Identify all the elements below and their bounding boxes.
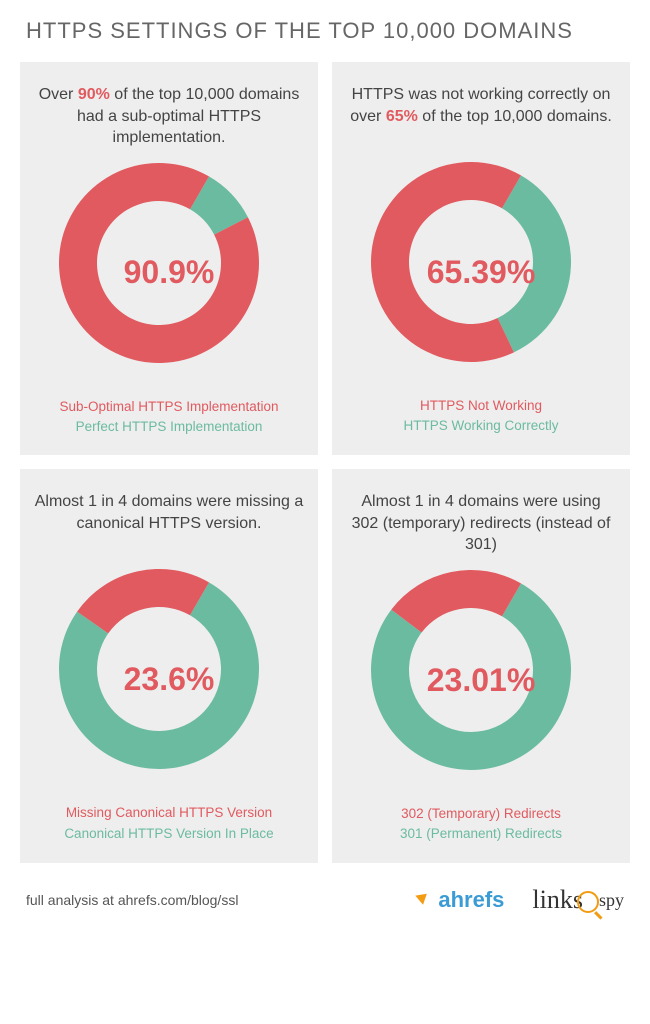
legend: Missing Canonical HTTPS Version Canonica…	[64, 803, 273, 844]
ahrefs-logo: ahrefs	[416, 887, 504, 913]
legend-primary: HTTPS Not Working	[403, 396, 558, 416]
linksspy-sub: spy	[599, 890, 624, 910]
magnifier-icon	[577, 891, 599, 913]
desc-highlight: 90%	[78, 86, 110, 103]
panel-redirects: Almost 1 in 4 domains were using 302 (te…	[332, 469, 630, 862]
legend: HTTPS Not Working HTTPS Working Correctl…	[403, 396, 558, 437]
desc-post: of the top 10,000 domains.	[418, 108, 612, 125]
linksspy-logo: links spy	[532, 885, 624, 915]
footer-text: full analysis at ahrefs.com/blog/ssl	[26, 892, 238, 908]
cursor-icon	[416, 889, 432, 911]
panel-desc: Almost 1 in 4 domains were using 302 (te…	[346, 491, 616, 556]
donut-chart: 90.9%	[59, 163, 279, 383]
donut-chart: 65.39%	[371, 162, 591, 382]
panel-canonical: Almost 1 in 4 domains were missing a can…	[20, 469, 318, 862]
linksspy-main: links	[532, 885, 583, 914]
donut-chart: 23.01%	[371, 570, 591, 790]
legend-primary: 302 (Temporary) Redirects	[400, 804, 562, 824]
donut-center-value: 90.9%	[59, 163, 279, 383]
legend-primary: Missing Canonical HTTPS Version	[64, 803, 273, 823]
desc-post: of the top 10,000 domains had a sub-opti…	[77, 86, 299, 146]
legend-primary: Sub-Optimal HTTPS Implementation	[59, 397, 278, 417]
donut-chart: 23.6%	[59, 569, 279, 789]
legend-secondary: 301 (Permanent) Redirects	[400, 824, 562, 844]
footer-logos: ahrefs links spy	[416, 885, 624, 915]
desc-pre: Almost 1 in 4 domains were missing a can…	[35, 493, 304, 532]
donut-center-value: 65.39%	[371, 162, 591, 382]
donut-center-value: 23.01%	[371, 570, 591, 790]
legend-secondary: Canonical HTTPS Version In Place	[64, 824, 273, 844]
desc-pre: Over	[39, 86, 78, 103]
legend: 302 (Temporary) Redirects 301 (Permanent…	[400, 804, 562, 845]
panel-grid: Over 90% of the top 10,000 domains had a…	[20, 62, 630, 863]
panel-notworking: HTTPS was not working correctly on over …	[332, 62, 630, 455]
panel-suboptimal: Over 90% of the top 10,000 domains had a…	[20, 62, 318, 455]
panel-desc: HTTPS was not working correctly on over …	[346, 84, 616, 148]
legend: Sub-Optimal HTTPS Implementation Perfect…	[59, 397, 278, 438]
desc-pre: Almost 1 in 4 domains were using 302 (te…	[352, 493, 611, 553]
page-title: HTTPS SETTINGS OF THE TOP 10,000 DOMAINS	[26, 18, 630, 44]
ahrefs-logo-text: ahrefs	[438, 887, 504, 913]
panel-desc: Over 90% of the top 10,000 domains had a…	[34, 84, 304, 149]
legend-secondary: Perfect HTTPS Implementation	[59, 417, 278, 437]
panel-desc: Almost 1 in 4 domains were missing a can…	[34, 491, 304, 555]
footer: full analysis at ahrefs.com/blog/ssl ahr…	[20, 885, 630, 915]
desc-highlight: 65%	[386, 108, 418, 125]
legend-secondary: HTTPS Working Correctly	[403, 416, 558, 436]
donut-center-value: 23.6%	[59, 569, 279, 789]
